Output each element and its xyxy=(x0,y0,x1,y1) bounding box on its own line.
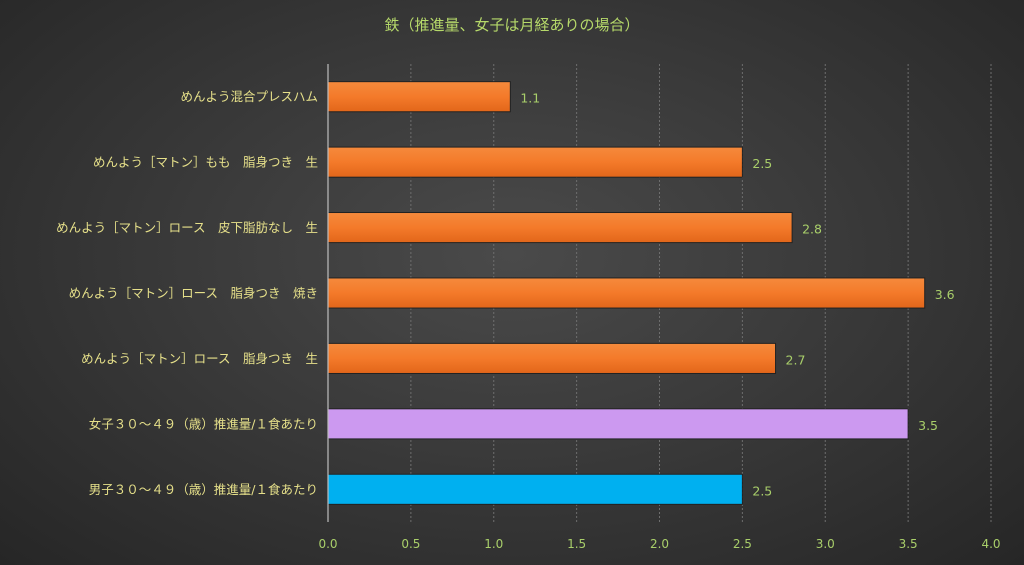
bar xyxy=(327,473,743,505)
data-label: 2.5 xyxy=(752,483,772,498)
x-axis-ticks: 0.0 0.5 1.0 1.5 2.0 2.5 3.0 3.5 4.0 xyxy=(318,537,1000,551)
x-tick-label: 4.0 xyxy=(981,537,1000,551)
category-label: めんよう［マトン］ロース 脂身つき 生 xyxy=(81,351,318,366)
data-label: 2.8 xyxy=(802,222,822,237)
data-label: 2.5 xyxy=(752,156,772,171)
bar xyxy=(327,408,909,440)
category-label: 女子３０～４９（歳）推進量/１食あたり xyxy=(89,416,318,431)
category-label: めんよう混合プレスハム xyxy=(180,89,318,104)
data-labels: 1.1 2.5 2.8 3.6 2.7 3.5 2.5 xyxy=(520,91,954,499)
x-tick-label: 3.5 xyxy=(899,537,918,551)
x-tick-label: 0.5 xyxy=(401,537,420,551)
bars xyxy=(327,81,926,505)
data-label: 1.1 xyxy=(520,91,540,106)
x-tick-label: 0.0 xyxy=(318,537,337,551)
x-tick-label: 1.0 xyxy=(484,537,503,551)
bar xyxy=(327,212,793,244)
bar xyxy=(327,342,777,374)
bar xyxy=(327,146,743,178)
category-label: めんよう［マトン］ロース 脂身つき 焼き xyxy=(69,286,318,301)
category-label: めんよう［マトン］ロース 皮下脂肪なし 生 xyxy=(56,220,318,235)
category-label: 男子３０～４９（歳）推進量/１食あたり xyxy=(89,482,318,497)
chart-title: 鉄（推進量、女子は月経ありの場合） xyxy=(384,16,639,34)
data-label: 3.5 xyxy=(918,418,938,433)
category-label: めんよう［マトン］もも 脂身つき 生 xyxy=(93,155,318,170)
data-label: 3.6 xyxy=(935,287,955,302)
bar xyxy=(327,277,926,309)
x-tick-label: 2.5 xyxy=(733,537,752,551)
x-tick-label: 1.5 xyxy=(567,537,586,551)
x-tick-label: 3.0 xyxy=(816,537,835,551)
bar xyxy=(327,81,511,113)
x-tick-label: 2.0 xyxy=(650,537,669,551)
data-label: 2.7 xyxy=(786,352,806,367)
